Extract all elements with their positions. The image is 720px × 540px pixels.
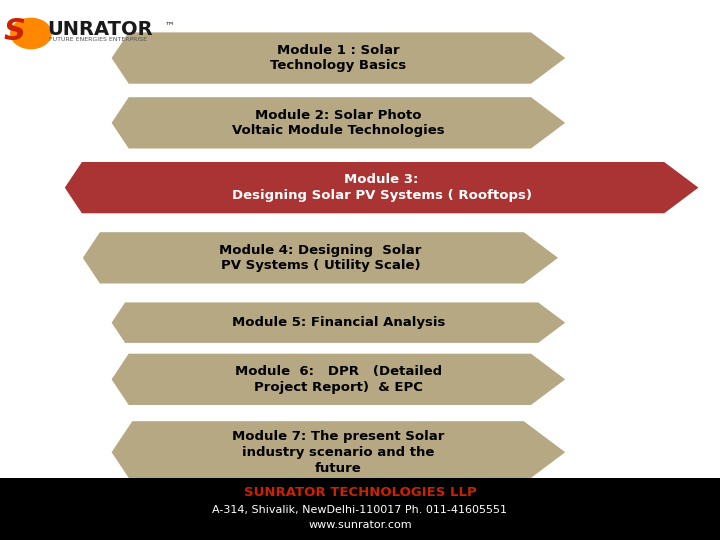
Text: FUTURE ENERGIES ENTERPRISE: FUTURE ENERGIES ENTERPRISE [49, 37, 147, 42]
Bar [0, 478, 720, 540]
Text: future: future [315, 462, 361, 475]
Text: A-314, Shivalik, NewDelhi-110017 Ph. 011-41605551: A-314, Shivalik, NewDelhi-110017 Ph. 011… [212, 505, 508, 515]
Polygon shape [112, 421, 565, 483]
Text: Module 5: Financial Analysis: Module 5: Financial Analysis [232, 316, 445, 329]
Text: www.sunrator.com: www.sunrator.com [308, 520, 412, 530]
Circle shape [11, 18, 51, 49]
Text: Voltaic Module Technologies: Voltaic Module Technologies [232, 124, 445, 137]
Text: Module 1 : Solar: Module 1 : Solar [277, 44, 400, 57]
Text: industry scenario and the: industry scenario and the [242, 446, 435, 459]
Text: S: S [4, 17, 26, 46]
Text: Project Report)  & EPC: Project Report) & EPC [254, 381, 423, 394]
Text: SUNRATOR TECHNOLOGIES LLP: SUNRATOR TECHNOLOGIES LLP [243, 486, 477, 499]
Text: Module 3:: Module 3: [344, 173, 419, 186]
Polygon shape [112, 97, 565, 149]
Text: PV Systems ( Utility Scale): PV Systems ( Utility Scale) [220, 259, 420, 272]
Polygon shape [83, 232, 558, 284]
Text: Module 2: Solar Photo: Module 2: Solar Photo [255, 109, 422, 122]
Text: Module 7: The present Solar: Module 7: The present Solar [233, 430, 444, 443]
Text: Designing Solar PV Systems ( Rooftops): Designing Solar PV Systems ( Rooftops) [232, 189, 531, 202]
Polygon shape [65, 162, 698, 213]
Text: Module 4: Designing  Solar: Module 4: Designing Solar [219, 244, 422, 256]
Text: Technology Basics: Technology Basics [270, 59, 407, 72]
Text: UNRATOR: UNRATOR [47, 20, 153, 39]
Polygon shape [112, 354, 565, 405]
Text: ™: ™ [164, 20, 174, 30]
Text: Module  6:   DPR   (Detailed: Module 6: DPR (Detailed [235, 365, 442, 378]
Polygon shape [112, 32, 565, 84]
Polygon shape [112, 302, 565, 343]
